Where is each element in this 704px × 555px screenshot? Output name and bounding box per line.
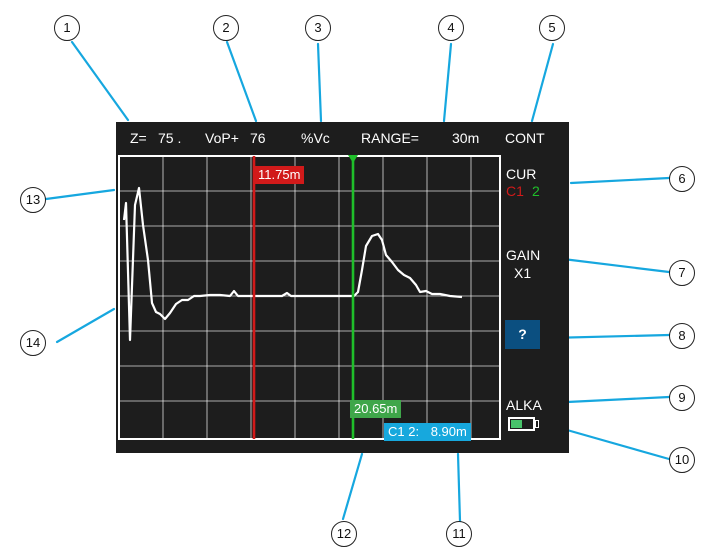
impedance-label: Z= [130,130,147,146]
callout-1: 1 [54,15,80,41]
battery-icon [508,417,535,431]
help-button[interactable]: ? [505,320,540,349]
callout-3: 3 [305,15,331,41]
cursor-1-distance-tag: 11.75m [254,166,305,184]
battery-level-fill [511,420,522,428]
cursor-1-indicator[interactable]: C1 [506,183,524,199]
instrument-screen: Z= 75 . VoP+ 76 %Vc RANGE= 30m CONT [116,122,569,453]
cursor-2-indicator[interactable]: 2 [532,183,540,199]
vop-label: VoP+ [205,130,239,146]
callout-2: 2 [213,15,239,41]
cursor-select-label[interactable]: CUR [506,166,537,182]
callout-13: 13 [20,187,46,213]
callout-7: 7 [669,260,695,286]
cursor-delta-tag: C1 2: 8.90m [384,423,471,441]
leader-line-2 [225,40,258,123]
leader-line-14 [55,307,116,344]
callout-11: 11 [446,521,472,547]
callout-5: 5 [539,15,565,41]
leader-line-1 [70,40,130,122]
cursor-2-marker [348,155,358,163]
battery-terminal [535,420,539,428]
leader-line-5 [530,42,555,123]
callout-12: 12 [331,521,357,547]
gain-label[interactable]: GAIN [506,247,541,263]
leader-line-10 [565,428,671,461]
gain-value[interactable]: X1 [514,265,532,281]
callout-10: 10 [669,447,695,473]
leader-line-4 [442,42,453,123]
vop-value[interactable]: 76 [250,130,266,146]
mode-indicator[interactable]: CONT [505,130,545,146]
grid-lines [119,156,500,439]
cursor-delta-label: C1 2: [388,424,420,439]
vop-unit: %Vc [301,130,330,146]
leader-line-7 [561,257,671,274]
cursor-2-distance-tag: 20.65m [350,400,402,418]
leader-line-12 [341,452,364,521]
impedance-value[interactable]: 75 . [158,130,182,146]
leader-line-11 [456,452,462,523]
leader-line-8 [547,333,671,340]
callout-14: 14 [20,330,46,356]
tdr-waveform-trace [122,186,463,342]
callout-4: 4 [438,15,464,41]
leader-line-3 [316,42,323,123]
leader-line-13 [44,188,116,201]
range-label: RANGE= [361,130,419,146]
grid-border [118,155,501,440]
range-value[interactable]: 30m [452,130,480,146]
callout-6: 6 [669,166,695,192]
battery-type-label: ALKA [506,397,542,413]
callout-8: 8 [669,323,695,349]
cursor-delta-value: 8.90m [430,424,467,439]
leader-line-6 [569,176,671,185]
callout-9: 9 [669,385,695,411]
